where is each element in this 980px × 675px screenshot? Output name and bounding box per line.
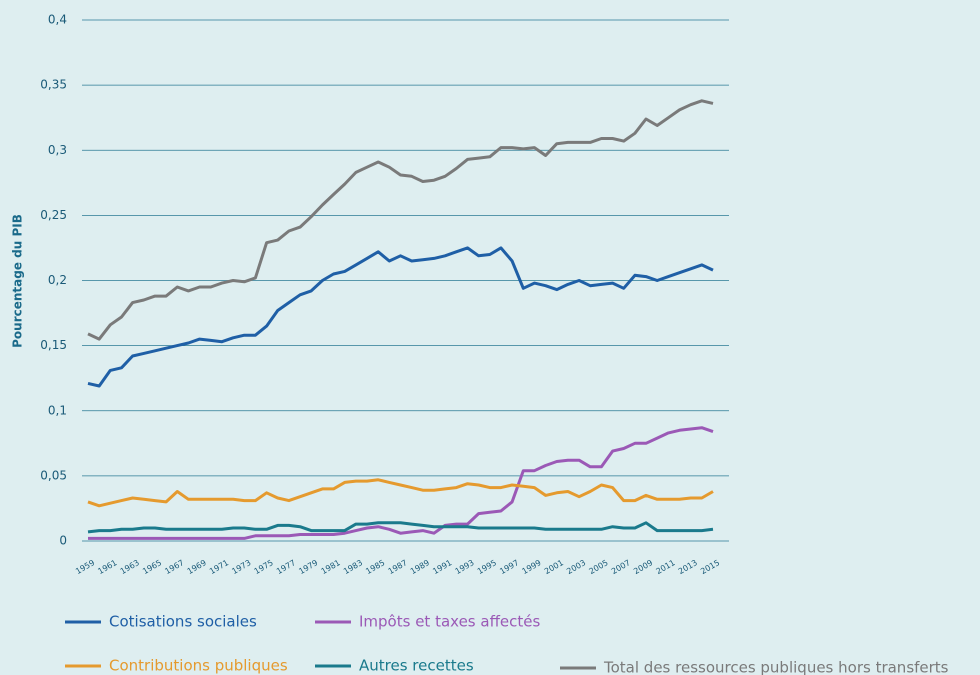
series-line	[87, 521, 714, 534]
y-tick-label: 0,25	[40, 208, 67, 222]
y-tick-label: 0,1	[48, 403, 67, 417]
series-line	[87, 246, 714, 388]
y-axis-label: Pourcentage du PIB	[11, 214, 25, 348]
y-tick-label: 0,35	[40, 78, 67, 92]
y-tick-label: 0,15	[40, 338, 67, 352]
y-tick-label: 0,2	[48, 273, 67, 287]
legend-label: Impôts et taxes affectés	[359, 613, 540, 631]
y-tick-label: 0,05	[40, 468, 67, 482]
y-tick-label: 0,3	[48, 143, 67, 157]
legend-label: Total des ressources publiques hors tran…	[603, 659, 949, 675]
legend-label: Contributions publiques	[109, 657, 288, 675]
series-line	[87, 99, 714, 341]
y-tick-label: 0	[59, 534, 67, 548]
y-tick-label: 0,4	[48, 13, 67, 27]
series-line	[88, 426, 714, 540]
legend-label: Cotisations sociales	[109, 613, 257, 631]
legend-label: Autres recettes	[359, 657, 474, 675]
series-line	[87, 478, 714, 508]
